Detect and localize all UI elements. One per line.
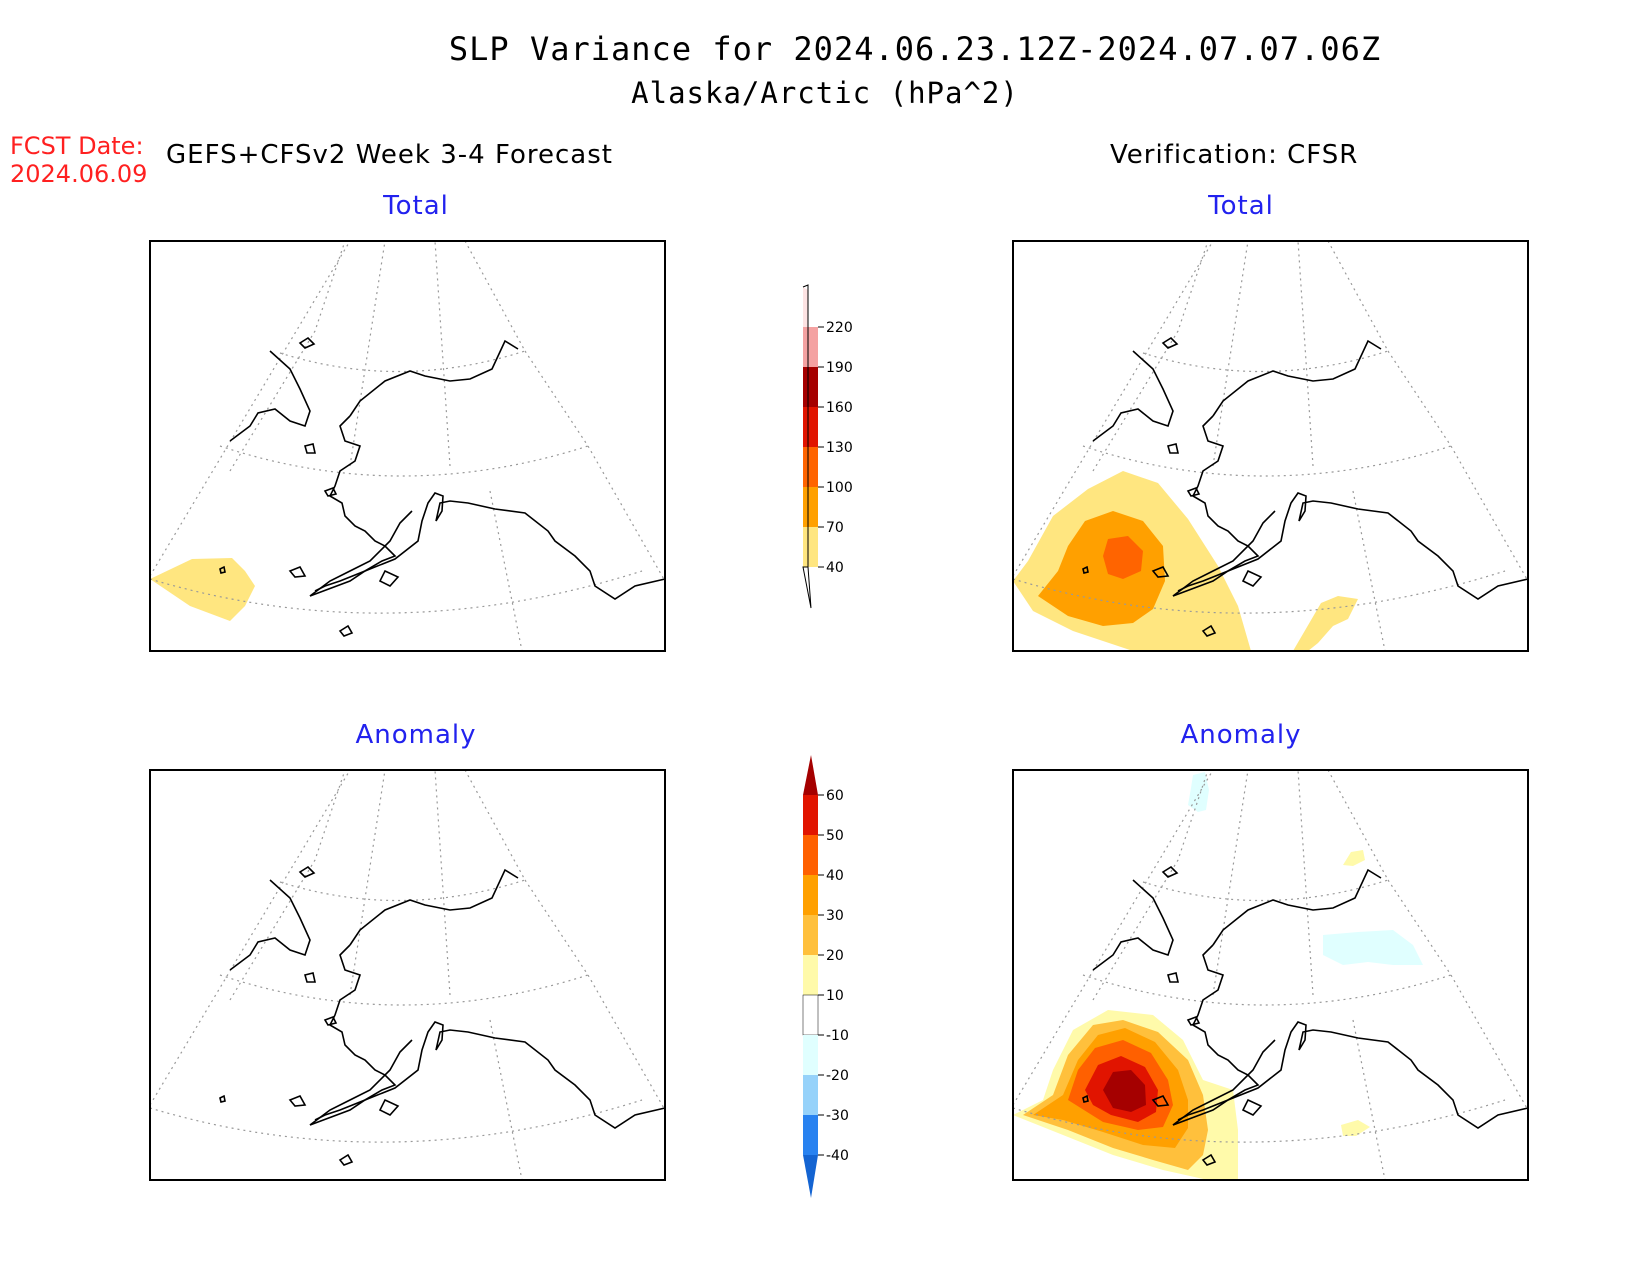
map-panel-bottom-left (149, 769, 666, 1181)
colorbar-total-tick-label: 70 (826, 520, 844, 536)
map-panel-top-right (1012, 240, 1529, 652)
map-panel-top-left (149, 240, 666, 652)
fcst-label: FCST Date: (10, 132, 144, 160)
panel-label-bottom-left: Anomaly (355, 720, 477, 750)
colorbar-total-tick-label: 220 (826, 320, 853, 336)
colorbar-anomaly-tick-label: 40 (826, 868, 844, 884)
fcst-date: 2024.06.09 (10, 160, 148, 188)
colorbar-total-tick-label: 160 (826, 400, 853, 416)
left-column-title: GEFS+CFSv2 Week 3-4 Forecast (166, 140, 613, 170)
colorbar-anomaly-tick-label: -40 (826, 1148, 849, 1164)
colorbar-total-tick-label: 100 (826, 480, 853, 496)
colorbar-total-tick-label: 130 (826, 440, 853, 456)
colorbar-total-tick-label: 190 (826, 360, 853, 376)
colorbar-total-tick-label: 40 (826, 560, 844, 576)
main-title: SLP Variance for 2024.06.23.12Z-2024.07.… (448, 30, 1382, 68)
map-panel-bottom-right (1012, 769, 1529, 1181)
colorbar-total: 40 70 100 130 160 190 220 (802, 284, 853, 609)
colorbar-anomaly-tick-label: -30 (826, 1108, 849, 1124)
colorbar-anomaly-tick-label: 30 (826, 908, 844, 924)
colorbar-anomaly-tick-label: 60 (826, 788, 844, 804)
right-column-title: Verification: CFSR (1110, 140, 1359, 170)
panel-label-bottom-right: Anomaly (1180, 720, 1302, 750)
colorbar-anomaly-tick-label: 50 (826, 828, 844, 844)
panel-label-top-right: Total (1208, 191, 1274, 221)
subtitle: Alaska/Arctic (hPa^2) (631, 76, 1019, 110)
colorbar-anomaly-tick-label: 10 (826, 988, 844, 1004)
panel-label-top-left: Total (383, 191, 449, 221)
colorbar-anomaly-tick-label: -10 (826, 1028, 849, 1044)
colorbar-anomaly: -40 -30 -20 -10 10 20 30 40 50 60 (802, 755, 849, 1198)
colorbar-anomaly-tick-label: 20 (826, 948, 844, 964)
colorbar-anomaly-tick-label: -20 (826, 1068, 849, 1084)
